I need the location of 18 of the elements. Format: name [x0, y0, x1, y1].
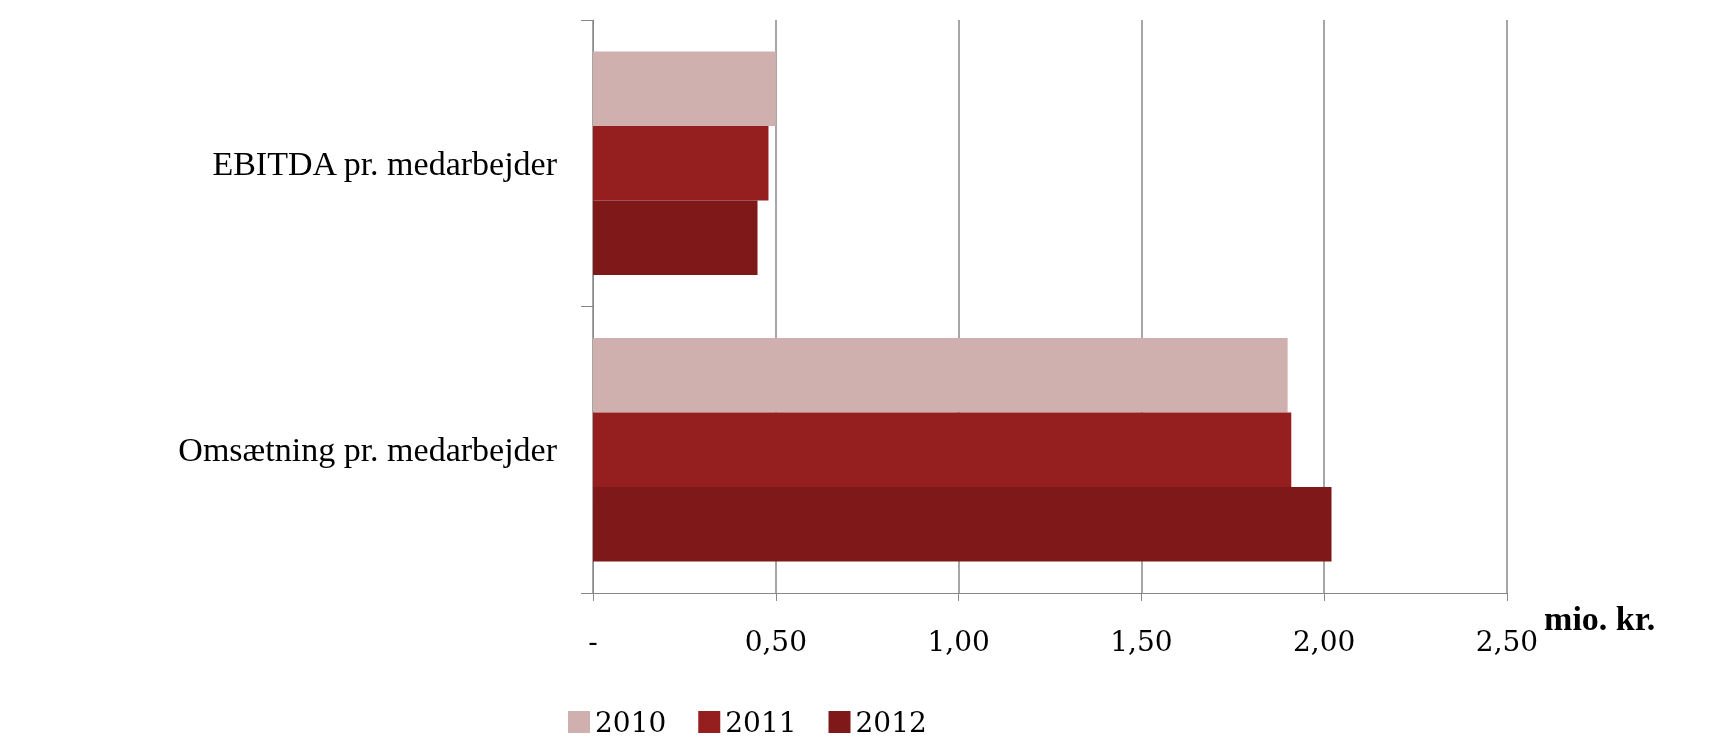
legend-label: 2011: [725, 705, 797, 739]
y-tick-label: Omsætning pr. medarbejder: [178, 431, 558, 469]
y-tick-label: EBITDA pr. medarbejder: [212, 144, 558, 182]
x-axis-title: mio. kr.: [1544, 599, 1656, 637]
x-tick-label: 2,00: [1293, 624, 1356, 658]
x-tick-label: 2,50: [1475, 624, 1539, 658]
bar: [593, 487, 1332, 562]
bar: [593, 338, 1288, 413]
x-tick-label: 0,50: [744, 624, 807, 658]
bar: [593, 51, 776, 127]
x-tick-label: 1,00: [927, 624, 990, 658]
legend-label: 2010: [595, 705, 667, 739]
bar: [593, 126, 769, 201]
x-tick-label: 1,50: [1110, 624, 1173, 658]
x-tick-label: -: [588, 624, 598, 658]
bar: [593, 200, 758, 275]
legend-label: 2012: [855, 705, 927, 739]
bar: [593, 412, 1292, 487]
